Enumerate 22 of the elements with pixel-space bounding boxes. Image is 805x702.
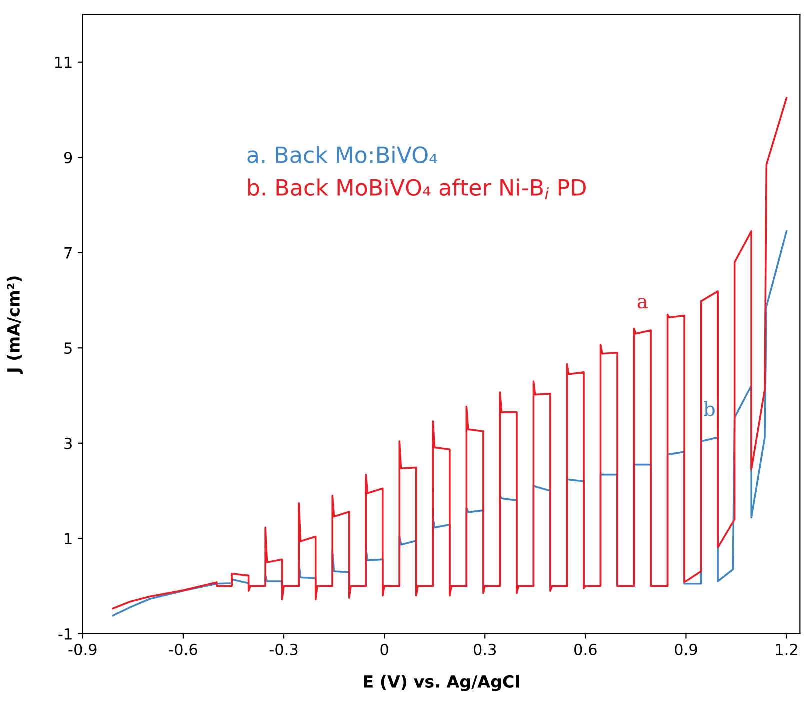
y-tick-label: 3	[64, 438, 72, 450]
y-tick-label: 1	[65, 533, 72, 544]
y-tick-label: 9	[64, 152, 72, 164]
x-tick-label: 0.3	[474, 644, 496, 656]
line-series	[112, 97, 788, 610]
x-tick-label: -0.9	[68, 644, 97, 656]
x-tick-label: 1.2	[776, 644, 798, 656]
text: a. Back Mo:BiVO₄	[248, 146, 438, 164]
y-tick-label: 5	[64, 342, 72, 354]
y-tick-label: 7	[64, 248, 72, 259]
y-tick-label: 11	[55, 57, 72, 68]
annotation: b	[704, 401, 715, 416]
x-tick-label: -0.3	[270, 644, 298, 656]
x-tick-label: 0.6	[574, 644, 597, 656]
x-tick-label: 0.9	[675, 644, 698, 656]
x-tick-label: -0.6	[169, 644, 198, 656]
y-tick-label: -1	[58, 628, 72, 640]
annotation: a	[638, 298, 648, 309]
x-axis-title: E (V) vs. Ag/AgCl	[364, 675, 520, 692]
y-axis-title: J (mA/cm²)	[7, 276, 24, 374]
text: b. Back MoBiVO₄ after Ni-B$_{i}$ PD	[248, 178, 586, 200]
x-tick-label: 0	[380, 644, 388, 656]
